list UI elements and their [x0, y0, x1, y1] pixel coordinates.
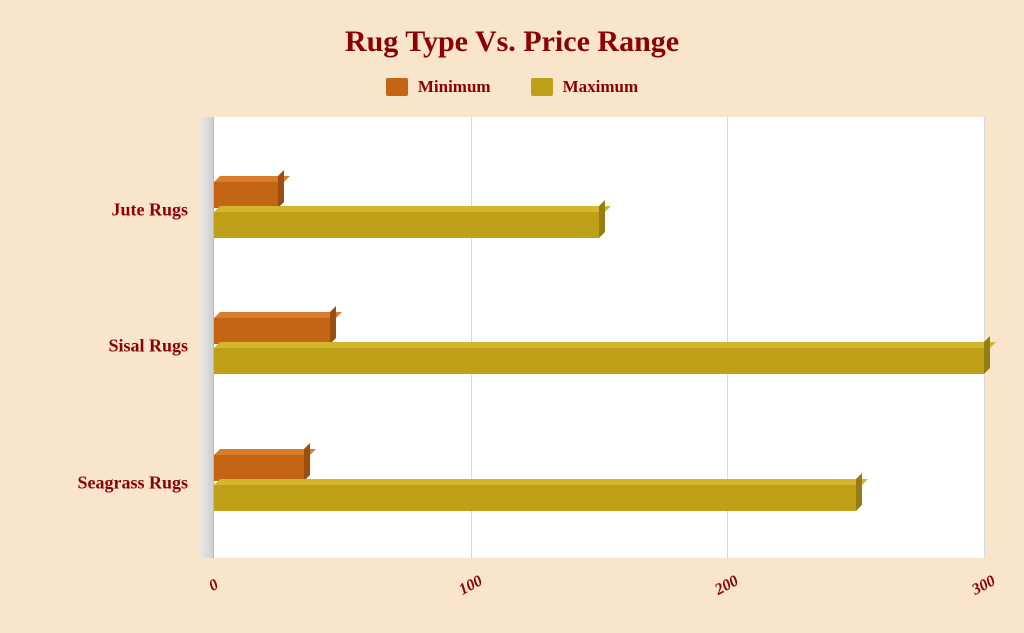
x-axis-labels: 0 100 200 300: [214, 563, 984, 613]
x-label-0: 0: [206, 576, 222, 596]
y-label-2: Seagrass Rugs: [77, 473, 188, 494]
y-axis-3d-bar: [200, 117, 214, 558]
gridline: [984, 117, 985, 558]
plot-area: Jute Rugs Sisal Rugs Seagrass Rugs 0 100…: [40, 117, 984, 613]
bar-max-0: [214, 212, 599, 238]
legend-label-minimum: Minimum: [418, 77, 491, 97]
chart-title: Rug Type Vs. Price Range: [40, 25, 984, 59]
chart-container: Rug Type Vs. Price Range Minimum Maximum…: [0, 0, 1024, 633]
legend: Minimum Maximum: [40, 77, 984, 97]
bar-max-2: [214, 485, 856, 511]
bar-min-0: [214, 182, 278, 208]
bar-max-1: [214, 348, 984, 374]
bar-min-1: [214, 318, 330, 344]
y-axis-labels: Jute Rugs Sisal Rugs Seagrass Rugs: [40, 117, 200, 613]
legend-label-maximum: Maximum: [563, 77, 639, 97]
x-label-1: 100: [456, 572, 486, 599]
legend-swatch-maximum: [531, 78, 553, 96]
x-label-2: 200: [713, 572, 743, 599]
legend-swatch-minimum: [386, 78, 408, 96]
legend-item-maximum: Maximum: [531, 77, 639, 97]
y-label-0: Jute Rugs: [111, 199, 188, 220]
y-label-1: Sisal Rugs: [108, 336, 188, 357]
x-label-3: 300: [969, 572, 999, 599]
bar-min-2: [214, 455, 304, 481]
legend-item-minimum: Minimum: [386, 77, 491, 97]
bars-region: 0 100 200 300: [200, 117, 984, 613]
